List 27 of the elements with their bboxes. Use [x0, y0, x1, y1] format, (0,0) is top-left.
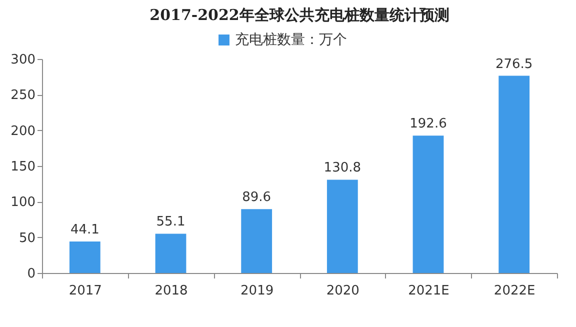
- x-tick-label: 2021E: [408, 284, 450, 298]
- bar: [412, 136, 444, 273]
- y-tick-label: 100: [10, 195, 36, 210]
- data-label: 89.6: [242, 190, 272, 206]
- x-tick-label: 2022E: [494, 284, 536, 298]
- bar: [155, 234, 186, 273]
- y-tick-label: 50: [18, 230, 36, 246]
- bar: [69, 242, 100, 273]
- data-label: 130.8: [324, 160, 362, 176]
- y-tick-label: 250: [10, 88, 36, 104]
- legend-label: 充电桩数量：万个: [235, 32, 347, 48]
- y-tick-label: 0: [27, 266, 36, 282]
- bar: [498, 76, 530, 273]
- y-tick-label: 150: [10, 160, 36, 174]
- x-tick-label: 2020: [326, 284, 360, 298]
- y-tick-label: 200: [10, 124, 36, 139]
- data-label: 192.6: [410, 116, 447, 132]
- x-tick-label: 2018: [154, 284, 188, 298]
- data-label: 44.1: [70, 222, 100, 238]
- data-label: 276.5: [495, 56, 533, 72]
- x-tick-label: 2017: [68, 284, 102, 298]
- chart-title: 2017-2022年全球公共充电桩数量统计预测: [150, 6, 450, 24]
- data-label: 55.1: [156, 214, 186, 230]
- bar: [326, 180, 358, 273]
- y-tick-label: 300: [10, 52, 36, 68]
- x-tick-label: 2019: [240, 284, 274, 298]
- bar: [241, 209, 272, 273]
